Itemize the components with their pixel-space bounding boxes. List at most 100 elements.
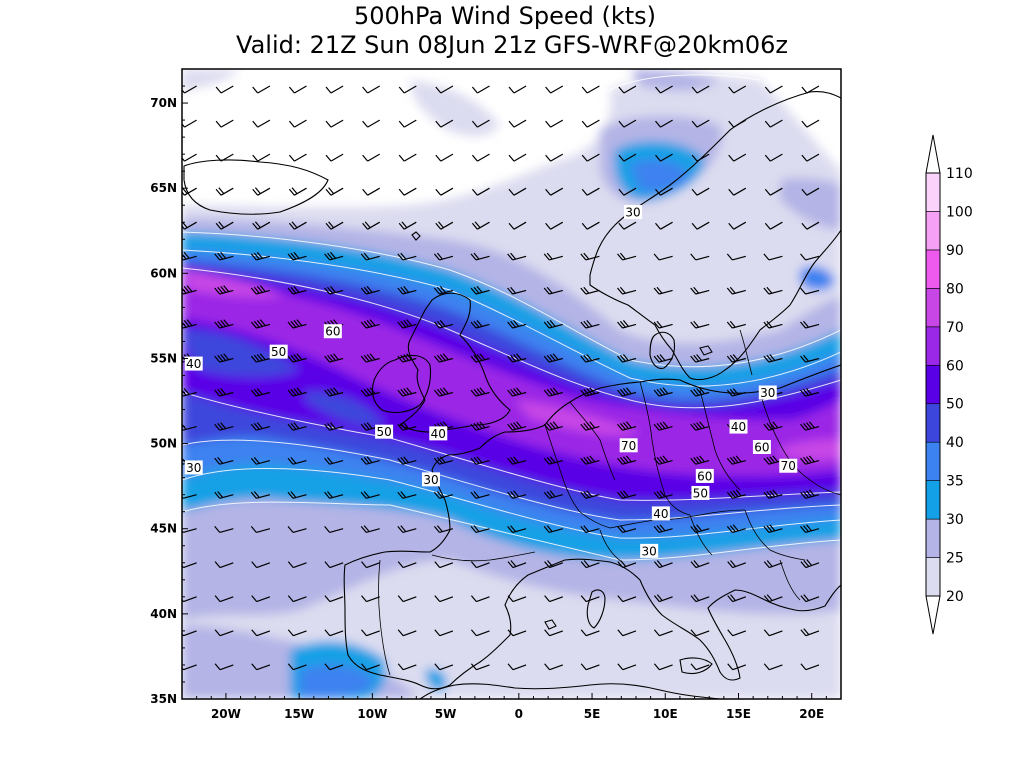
wind-barb: [653, 490, 673, 499]
wind-barb: [471, 221, 490, 230]
wind-barb: [580, 663, 600, 671]
wind-barb: [397, 629, 417, 637]
contour-label: 60: [752, 440, 771, 455]
wind-barb: [726, 354, 746, 363]
wind-barb: [324, 663, 344, 671]
wind-barb: [433, 320, 454, 329]
wind-barb: [507, 663, 527, 671]
lat-tick-label: 60N: [150, 266, 177, 280]
wind-barb: [543, 320, 563, 329]
wind-barb: [214, 663, 234, 671]
coastlines: [183, 91, 841, 699]
contour-label-text: 30: [423, 473, 438, 487]
lat-tick-label: 40N: [150, 607, 177, 621]
wind-barb: [214, 561, 234, 569]
wind-barb: [618, 85, 637, 94]
wind-barb: [690, 524, 710, 533]
legend-swatch: [925, 557, 941, 597]
wind-barb: [580, 354, 600, 363]
wind-barb: [543, 252, 563, 261]
contour-label-box: [269, 344, 288, 359]
legend-swatch: [925, 441, 941, 481]
wind-barb: [763, 421, 783, 431]
wind-barb: [250, 457, 271, 465]
wind-barb: [727, 629, 747, 637]
wind-barb: [653, 253, 673, 261]
contour-label-text: 60: [697, 469, 712, 483]
wind-barb: [287, 629, 307, 637]
wind-barb: [800, 421, 820, 431]
wind-barb: [580, 421, 600, 431]
wind-barb: [397, 387, 417, 397]
wind-barb: [360, 525, 380, 533]
wind-barb: [580, 320, 600, 329]
wind-barb: [617, 490, 637, 499]
wind-barb: [617, 387, 637, 397]
wind-barb: [470, 353, 490, 363]
wind-barb: [250, 388, 271, 397]
wind-barb: [617, 455, 637, 465]
wind-barb: [324, 595, 344, 603]
wind-barb: [800, 455, 820, 465]
wind-barb: [800, 253, 820, 261]
coast-continental-europe: [343, 364, 841, 690]
legend-arrow-low: [925, 595, 941, 635]
wind-barb: [763, 663, 783, 671]
wind-barb: [433, 525, 454, 533]
wind-barb: [655, 187, 673, 196]
wind-barb: [545, 221, 564, 230]
legend-level-label: 90: [946, 243, 964, 259]
lat-tick-label: 35N: [150, 692, 177, 706]
wind-barb: [690, 455, 710, 465]
wind-barb: [182, 119, 197, 128]
wind-barb: [362, 153, 381, 162]
wind-barb: [434, 561, 454, 569]
wind-barb: [433, 286, 454, 295]
wind-barb: [543, 525, 563, 533]
wind-barb: [617, 525, 637, 533]
lat-tick-label: 65N: [150, 181, 177, 195]
wind-barb: [287, 595, 307, 603]
contour-label-box: [184, 460, 203, 475]
wind-barb: [691, 221, 710, 230]
wind-barb: [360, 353, 380, 363]
contour-label: 70: [619, 438, 638, 453]
wind-barb: [398, 119, 417, 128]
wind-barb: [763, 560, 783, 569]
wind-barb: [287, 491, 307, 499]
wind-barb: [250, 353, 271, 363]
wind-barb: [617, 560, 637, 569]
contour-label-text: 70: [781, 459, 796, 473]
wind-barb: [397, 491, 417, 499]
wind-barb: [728, 85, 747, 94]
wind-barb: [361, 561, 380, 569]
wind-barb: [470, 456, 490, 465]
wind-barb: [324, 422, 344, 431]
wind-barb: [543, 286, 563, 295]
wind-barb: [182, 153, 197, 162]
wind-barb: [508, 187, 527, 196]
contour-label: 50: [269, 344, 288, 359]
contour-label: 30: [758, 385, 777, 400]
wind-barb: [250, 319, 271, 329]
wind-barb: [434, 595, 454, 603]
chart-subtitle: Valid: 21Z Sun 08Jun 21z GFS-WRF@20km06z: [236, 31, 788, 59]
contour-label-text: 50: [376, 425, 391, 439]
wind-barb: [617, 354, 637, 363]
wind-barb: [508, 119, 527, 128]
wind-barb: [800, 663, 820, 671]
legend-level-label: 100: [946, 204, 973, 220]
wind-barb: [545, 187, 564, 196]
wind-barb: [397, 595, 417, 603]
wind-barb: [580, 252, 600, 261]
wind-barb: [470, 387, 490, 397]
wind-barb: [324, 526, 344, 533]
wind-barb: [690, 421, 710, 431]
longitude-axis: 20W 15W 10W 5W 0 5E 10E 15E 20E: [196, 693, 827, 721]
contour-label-box: [323, 324, 342, 339]
wind-barb: [507, 320, 527, 329]
contour-label-text: 40: [186, 357, 201, 371]
contour-label: 40: [651, 506, 670, 521]
wind-barb: [581, 153, 600, 162]
legend-swatch: [925, 364, 941, 405]
